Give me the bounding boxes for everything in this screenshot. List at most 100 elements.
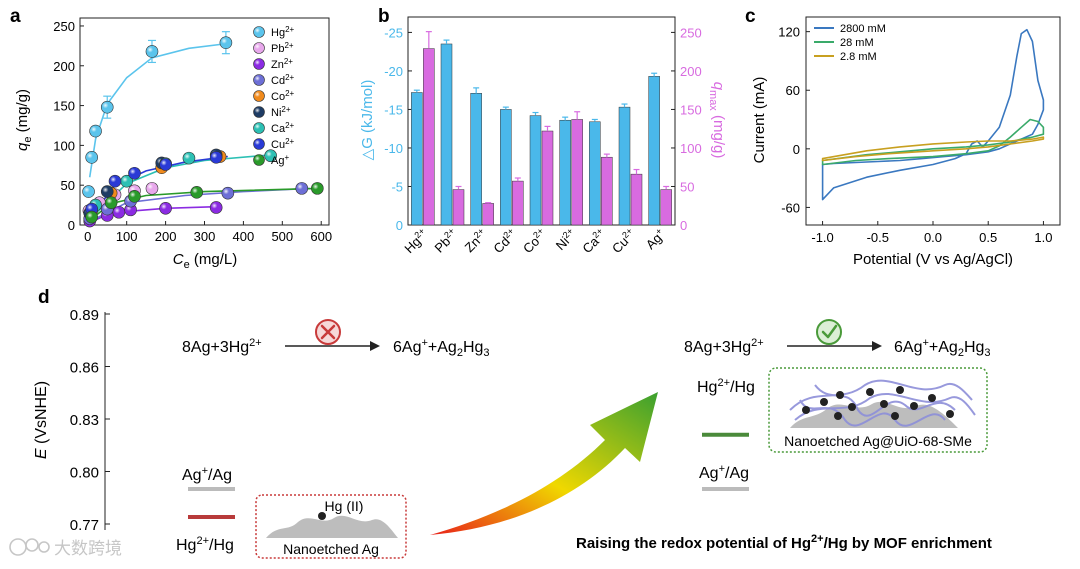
box-left-caption: Nanoetched Ag	[283, 541, 379, 557]
legend-marker-shine	[253, 122, 265, 134]
data-point-shine	[221, 187, 234, 200]
panel-b-ytick-right-label: 200	[680, 64, 702, 79]
bar-qmax-cd	[512, 180, 524, 226]
data-point-shine	[190, 186, 203, 199]
bar-dg-ni	[559, 119, 571, 226]
panel-c-xtick-label: -0.5	[867, 230, 889, 245]
category-label-co: Co2+	[519, 226, 549, 256]
panel-d-ytick-label: 0.86	[70, 360, 99, 377]
data-point-shine	[112, 206, 125, 219]
panel-b-bars: Hg2+Pb2+Zn2+Cd2+Co2+Ni2+Ca2+Cu2+ Ag+	[401, 31, 672, 256]
data-point-shine	[145, 182, 158, 195]
panel-c-ytick-label: 0	[793, 142, 800, 157]
panel-d-ytick-label: 0.80	[70, 465, 99, 482]
panel-b-ytick-left-label: -5	[391, 179, 403, 194]
data-point-shine	[264, 149, 277, 162]
data-point-shine	[101, 185, 114, 198]
legend-label-28mm: 2.8 mM	[840, 51, 877, 63]
data-point-shine	[182, 152, 195, 165]
bar-dg-ca	[589, 121, 601, 226]
category-label-cd: Cd2+	[490, 226, 520, 256]
legend-marker-shine	[253, 138, 265, 150]
panel-c-xtick-label: 1.0	[1034, 230, 1052, 245]
panel-d-caption: Raising the redox potential of Hg2+/Hg b…	[576, 533, 992, 552]
bar-qmax-ni	[571, 119, 583, 226]
data-point-shine	[82, 185, 95, 198]
panel-a-xtick-label: 0	[84, 229, 91, 244]
panel-b-ytick-right-label: 250	[680, 25, 702, 40]
category-label-hg: Hg2+	[401, 226, 431, 256]
bar-qmax-pb	[452, 189, 465, 226]
panel-b-ytick-left-label: -10	[384, 141, 403, 156]
panel-b-ytick-left-label: 0	[396, 218, 403, 233]
svg-text:qe (mg/g): qe (mg/g)	[14, 89, 34, 151]
panel-c-lines	[821, 28, 1045, 201]
legend-marker-shine	[253, 26, 265, 38]
legend-marker-shine	[253, 106, 265, 118]
svg-text:E (VsNHE): E (VsNHE)	[33, 381, 50, 459]
panel-c-xtick-label: -1.0	[811, 230, 833, 245]
bar-dg-pb	[440, 43, 453, 226]
panel-c-ytick-label: 60	[786, 83, 800, 98]
panel-d-ytick-label: 0.83	[70, 412, 99, 429]
panel-a-axes: 0 100 200 300 400 500 600 0 50 100 150 200 250	[53, 19, 332, 244]
legend-label-ni: Ni2+	[271, 105, 291, 119]
panel-label-c: c	[745, 6, 756, 27]
panel-d-ytick-label: 0.77	[70, 517, 99, 534]
legend-label-pb: Pb2+	[271, 41, 294, 55]
panel-a-xtick-label: 100	[116, 229, 138, 244]
label-hg-left: Hg2+/Hg	[176, 535, 234, 554]
panel-c-ytick-label: 120	[778, 25, 800, 40]
legend-label-28mm: 28 mM	[840, 37, 874, 49]
hg-ii-label: Hg (II)	[325, 498, 364, 514]
panel-d-schematic: 0.77 0.80 0.83 0.86 0.89 E (VsNHE) 8Ag+3Hg2+…	[33, 307, 992, 559]
box-right-caption: Nanoetched Ag@UiO-68-SMe	[784, 433, 972, 449]
bar-qmax-ca	[601, 156, 613, 226]
panel-label-d: d	[38, 287, 50, 308]
gradient-arrow-icon	[430, 392, 658, 535]
panel-c-xtick-label: 0.0	[924, 230, 942, 245]
data-point-shine	[145, 45, 158, 58]
data-point-shine	[159, 158, 172, 171]
panel-c-xlabel: Potential (V vs Ag/AgCl)	[853, 251, 1013, 268]
panel-a-data-points	[82, 31, 324, 228]
panel-a-xtick-label: 300	[194, 229, 216, 244]
category-label-ca: Ca2+	[579, 226, 609, 256]
legend-marker-shine	[253, 90, 265, 102]
panel-b-ytick-right-label: 100	[680, 141, 702, 156]
legend-marker-shine	[253, 58, 265, 70]
category-label-ni: Ni2+	[552, 226, 579, 253]
category-label-zn: Zn2+	[461, 226, 490, 255]
bar-dg-co	[529, 115, 542, 226]
panel-label-b: b	[378, 6, 390, 27]
category-label-pb: Pb2+	[431, 226, 461, 256]
panel-b-bar-chart: 0 -5 -10 -15 -20 -25 0 50 100 150 200 250 Hg2+Pb2+Z…	[359, 16, 727, 256]
data-point-shine	[210, 151, 223, 164]
legend-marker-shine	[253, 154, 265, 166]
panel-a-ytick-label: 100	[53, 138, 75, 153]
data-point-shine	[210, 201, 223, 214]
panel-a-ylabel: qe (mg/g)	[14, 89, 34, 151]
bar-qmax-hg	[423, 48, 435, 226]
panel-a-ytick-label: 50	[61, 178, 75, 193]
bar-dg-cu	[618, 106, 631, 226]
category-label-ag: Ag+	[642, 226, 668, 252]
cv-line-28mm	[821, 118, 1045, 166]
panel-c-ylabel: Current (mA)	[751, 77, 768, 164]
fit-curve-hg	[88, 42, 228, 178]
panel-a-xtick-label: 500	[271, 229, 293, 244]
legend-label-zn: Zn2+	[271, 57, 293, 71]
panel-a-xlabel: Ce (mg/L)	[173, 251, 237, 271]
panel-a-xtick-label: 200	[155, 229, 177, 244]
panel-b-ylabel-left: △G (kJ/mol)	[359, 80, 376, 161]
bar-qmax-co	[541, 130, 554, 226]
cv-line-2800mm	[821, 28, 1045, 201]
cv-line-28mm	[821, 136, 1045, 162]
box-nanoetched-ag-mof: Nanoetched Ag@UiO-68-SMe	[768, 367, 988, 453]
panel-b-ytick-left-label: -20	[384, 64, 403, 79]
watermark-text: 大数跨境	[54, 539, 122, 558]
legend-label-cu: Cu2+	[271, 137, 295, 151]
panel-a-legend: Hg2+ Pb2+ Zn2+ Cd2+ Co2+ Ni2+ Ca2+ Cu2+ Ag+	[253, 25, 295, 167]
panel-a-ytick-label: 200	[53, 59, 75, 74]
